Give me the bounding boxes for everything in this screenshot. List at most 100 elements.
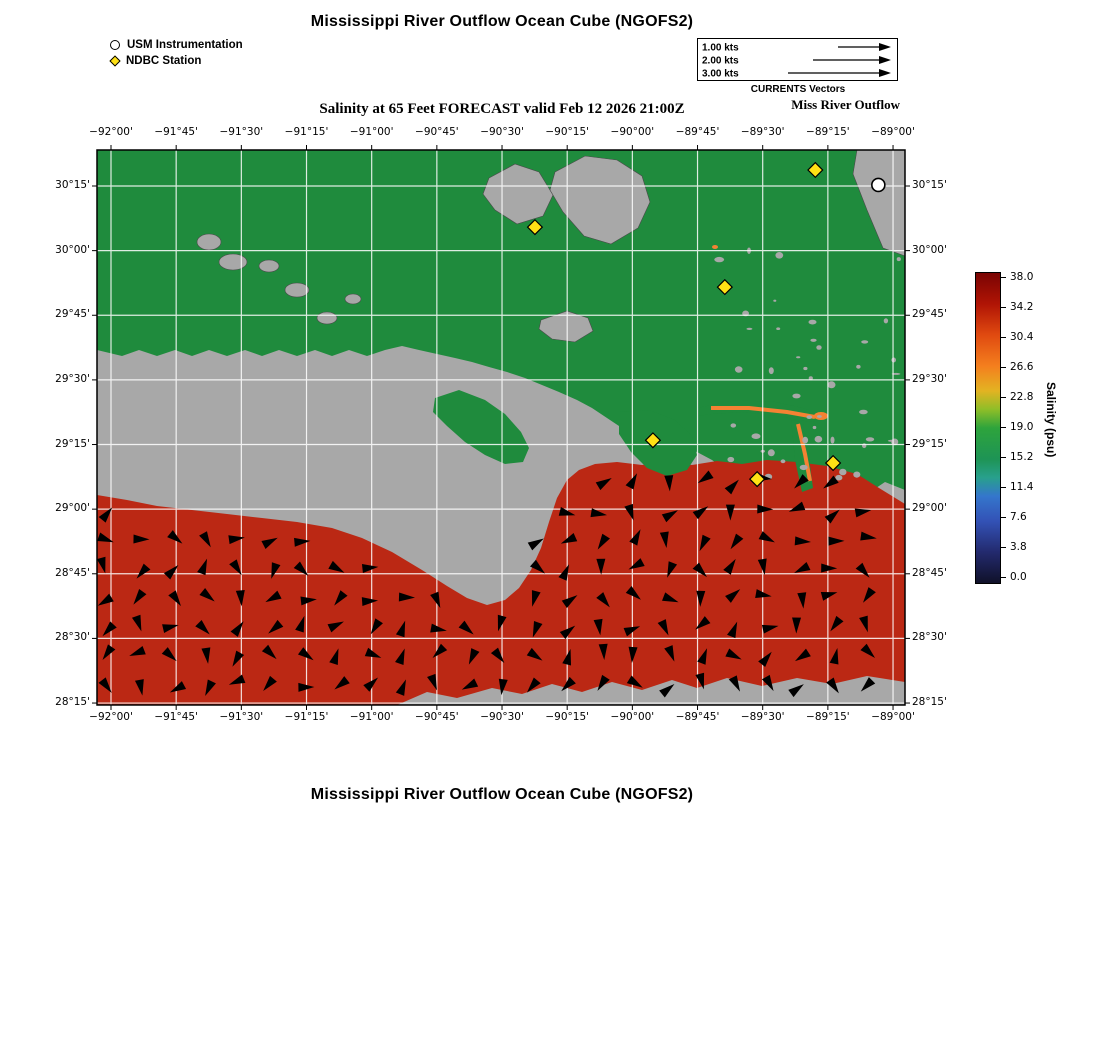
lon-tick-label-top: −92°00' <box>89 126 133 138</box>
region-label: Miss River Outflow <box>791 97 900 112</box>
colorbar-tick-label: 7.6 <box>1010 511 1027 523</box>
lat-tick-label-right: 30°15' <box>912 179 947 191</box>
colorbar-axis-label: Salinity (psu) <box>1044 382 1058 458</box>
lon-tick-label-bottom: −90°45' <box>415 711 459 723</box>
ndbc-station-marker <box>526 218 544 236</box>
graticule-gridlines <box>97 150 905 705</box>
current-vector-arrows <box>96 470 877 698</box>
colorbar-tick-label: 0.0 <box>1010 571 1027 583</box>
land-islands <box>196 149 906 343</box>
map-frame <box>96 149 906 706</box>
lon-tick-label-bottom: −89°15' <box>806 711 850 723</box>
ndbc-station-marker <box>748 470 766 488</box>
lon-tick-label-top: −90°15' <box>545 126 590 138</box>
page-title-bottom: Mississippi River Outflow Ocean Cube (NG… <box>310 786 694 803</box>
colorbar-gradient <box>975 272 1001 584</box>
lat-tick-label-left: 29°45' <box>55 308 90 321</box>
colorbar-tick-mark <box>1001 367 1006 368</box>
map-plot <box>92 145 910 710</box>
lat-tick-label-left: 30°15' <box>55 179 90 191</box>
ndbc-marker-icon <box>109 55 121 67</box>
colorbar-tick-label: 34.2 <box>1010 301 1034 313</box>
colorbar-tick-label: 19.0 <box>1010 421 1034 433</box>
usm-station-marker <box>871 177 886 193</box>
plot-subtitle: Salinity at 65 Feet FORECAST valid Feb 1… <box>319 101 685 117</box>
lon-tick-label-bottom: −89°45' <box>675 711 720 723</box>
colorbar-tick-mark <box>1001 277 1006 278</box>
lon-tick-label-top: −89°30' <box>740 126 785 138</box>
lat-tick-label-left: 29°30' <box>55 372 90 385</box>
lon-tick-label-top: −91°00' <box>349 126 394 138</box>
lon-tick-label-top: −90°30' <box>480 126 524 138</box>
lon-tick-label-bottom: −91°45' <box>154 711 198 723</box>
colorbar <box>975 272 1001 584</box>
usm-legend-label: USM Instrumentation <box>127 39 243 51</box>
gulf-water-layer <box>97 460 905 705</box>
lon-tick-label-bottom: −91°30' <box>219 711 264 723</box>
vector-key-box: 1.00 kts 2.00 kts 3.00 kts <box>697 38 898 81</box>
station-markers <box>526 161 886 488</box>
lon-tick-label-bottom: −89°30' <box>740 711 785 723</box>
colorbar-tick-label: 11.4 <box>1010 481 1034 493</box>
lon-tick-label-bottom: −89°00' <box>871 711 915 723</box>
lat-tick-label-right: 28°45' <box>912 566 947 579</box>
ndbc-station-marker <box>644 432 662 449</box>
colorbar-tick-mark <box>1001 427 1006 428</box>
lat-tick-label-right: 28°30' <box>912 631 947 644</box>
lon-tick-label-bottom: −90°00' <box>610 711 655 723</box>
marsh-speckles <box>714 247 901 481</box>
colorbar-tick-label: 30.4 <box>1010 331 1034 343</box>
lat-tick-label-left: 28°45' <box>55 566 90 579</box>
lat-tick-label-right: 29°45' <box>912 308 947 321</box>
lat-tick-label-right: 29°00' <box>912 502 947 515</box>
ndbc-legend-row: NDBC Station <box>109 53 243 69</box>
axis-tick-marks <box>92 145 910 710</box>
ndbc-station-marker <box>824 454 842 472</box>
lon-tick-label-top: −90°00' <box>610 126 655 138</box>
ndbc-station-marker <box>716 278 734 296</box>
colorbar-tick-label: 3.8 <box>1010 541 1027 553</box>
colorbar-tick-mark <box>1001 577 1006 578</box>
colorbar-tick-mark <box>1001 487 1006 488</box>
lat-tick-label-left: 29°15' <box>55 437 90 450</box>
ndbc-station-marker <box>807 161 824 179</box>
ndbc-legend-label: NDBC Station <box>126 55 202 67</box>
lon-tick-label-top: −89°00' <box>871 126 915 138</box>
lon-tick-label-bottom: −90°30' <box>480 711 524 723</box>
lat-tick-label-left: 28°15' <box>55 696 90 709</box>
vector-key-row-label: 2.00 kts <box>702 56 739 67</box>
colorbar-tick-mark <box>1001 307 1006 308</box>
lon-tick-label-top: −91°30' <box>219 126 264 138</box>
marker-legend: USM Instrumentation NDBC Station <box>109 37 243 69</box>
colorbar-tick-mark <box>1001 337 1006 338</box>
usm-legend-row: USM Instrumentation <box>110 37 243 53</box>
lat-tick-label-left: 30°00' <box>55 243 90 256</box>
lat-tick-label-right: 28°15' <box>912 696 947 709</box>
lon-tick-label-bottom: −91°00' <box>349 711 394 723</box>
colorbar-tick-mark <box>1001 397 1006 398</box>
currents-vectors-caption: CURRENTS Vectors <box>750 84 846 95</box>
vector-key-row-label: 1.00 kts <box>702 43 739 54</box>
lon-tick-label-top: −91°15' <box>284 126 329 138</box>
lat-tick-label-right: 29°30' <box>912 372 947 385</box>
lat-tick-label-left: 29°00' <box>55 502 90 515</box>
lon-tick-label-top: −91°45' <box>154 126 198 138</box>
colorbar-tick-label: 38.0 <box>1010 271 1034 283</box>
page-title-top: Mississippi River Outflow Ocean Cube (NG… <box>310 13 694 30</box>
lon-tick-label-top: −89°45' <box>675 126 720 138</box>
vector-key-row-label: 3.00 kts <box>702 69 739 80</box>
marsh-patch <box>433 390 529 464</box>
lat-tick-label-right: 29°15' <box>912 437 947 450</box>
lon-tick-label-bottom: −90°15' <box>545 711 590 723</box>
colorbar-tick-mark <box>1001 547 1006 548</box>
usm-marker-icon <box>110 40 120 50</box>
lon-tick-label-bottom: −91°15' <box>284 711 329 723</box>
colorbar-tick-label: 26.6 <box>1010 361 1034 373</box>
colorbar-tick-label: 15.2 <box>1010 451 1034 463</box>
vector-key-arrows <box>788 43 891 77</box>
lon-tick-label-bottom: −92°00' <box>89 711 133 723</box>
lon-tick-label-top: −90°45' <box>415 126 459 138</box>
lon-tick-label-top: −89°15' <box>806 126 850 138</box>
lat-tick-label-right: 30°00' <box>912 243 947 256</box>
